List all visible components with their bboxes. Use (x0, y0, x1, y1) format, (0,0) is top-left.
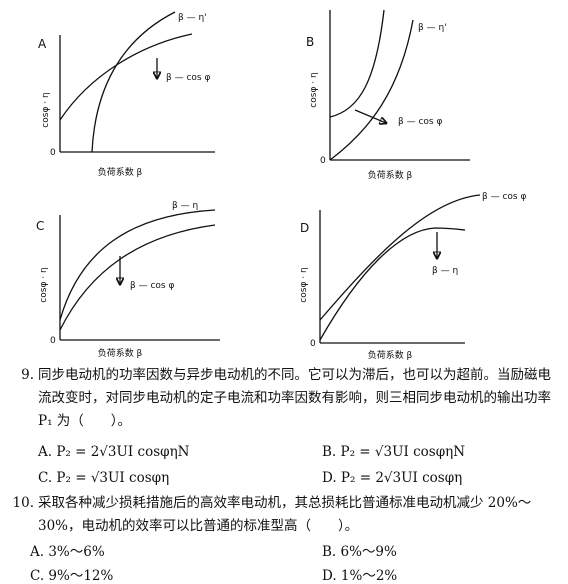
x-axis-label: 负荷系数 β (368, 169, 413, 181)
x-axis-label: 负荷系数 β (368, 349, 413, 360)
x-axis-label: 负荷系数 β (98, 347, 143, 359)
option: C. P₂ = √3UI cosφη (38, 470, 170, 486)
option: C. 9%～12% (30, 568, 114, 584)
graph-label: A (38, 37, 47, 51)
graph-label: C (36, 219, 44, 233)
question-text: 采取各种减少损耗措施后的高效率电动机，其总损耗比普通标准电动机减少 20%～30… (38, 495, 532, 534)
y-axis-label: cosφ · η (299, 267, 309, 302)
option: B. P₂ = √3UI cosφηN (322, 444, 466, 460)
origin: 0 (310, 339, 316, 349)
question: 10. 采取各种减少损耗措施后的高效率电动机，其总损耗比普通标准电动机减少 20… (4, 492, 552, 538)
question: 9. 同步电动机的功率因数与异步电动机的不同。它可以为滞后，也可以为超前。当励磁… (4, 364, 552, 433)
curve-label: β — η (172, 201, 198, 211)
y-axis-label: cosφ · η (41, 92, 51, 127)
graph-a: A β — η' β — cos φ cosφ · η 0 负荷系数 β (38, 11, 215, 178)
graph-b: B β — η' β — cos φ cosφ · η 0 负荷系数 β (306, 9, 470, 181)
option: D. 1%～2% (322, 568, 398, 584)
y-axis-label: cosφ · η (309, 72, 319, 107)
question-text: 同步电动机的功率因数与异步电动机的不同。它可以为滞后，也可以为超前。当励磁电流改… (38, 367, 551, 429)
option: A. P₂ = 2√3UI cosφηN (38, 444, 190, 460)
curve-label: β — η' (418, 23, 447, 33)
graph-d: D β — cos φ β — η cosφ · η 0 负荷系数 β (299, 192, 526, 360)
option: B. 6%～9% (322, 544, 397, 560)
curve-label: β — η (432, 266, 458, 276)
origin: 0 (320, 156, 326, 166)
graph-label: B (306, 35, 314, 49)
origin: 0 (50, 148, 56, 158)
origin: 0 (50, 336, 56, 346)
x-axis-label: 负荷系数 β (98, 166, 143, 178)
curve-label: β — cos φ (398, 117, 442, 127)
curve-label: β — cos φ (130, 281, 174, 291)
question-number: 9. (21, 367, 34, 383)
option: A. 3%～6% (30, 544, 105, 560)
curve-label: β — cos φ (166, 73, 210, 83)
figure: A β — η' β — cos φ cosφ · η 0 负荷系数 β B β… (36, 9, 526, 360)
question-number: 10. (12, 495, 34, 511)
y-axis-label: cosφ · η (39, 267, 49, 302)
curve-label: β — cos φ (482, 192, 526, 202)
option: D. P₂ = 2√3UI cosφη (322, 470, 463, 486)
graph-label: D (300, 221, 309, 235)
graph-c: C β — η β — cos φ cosφ · η 0 负荷系数 β (36, 201, 220, 359)
curve-label: β — η' (178, 13, 207, 23)
